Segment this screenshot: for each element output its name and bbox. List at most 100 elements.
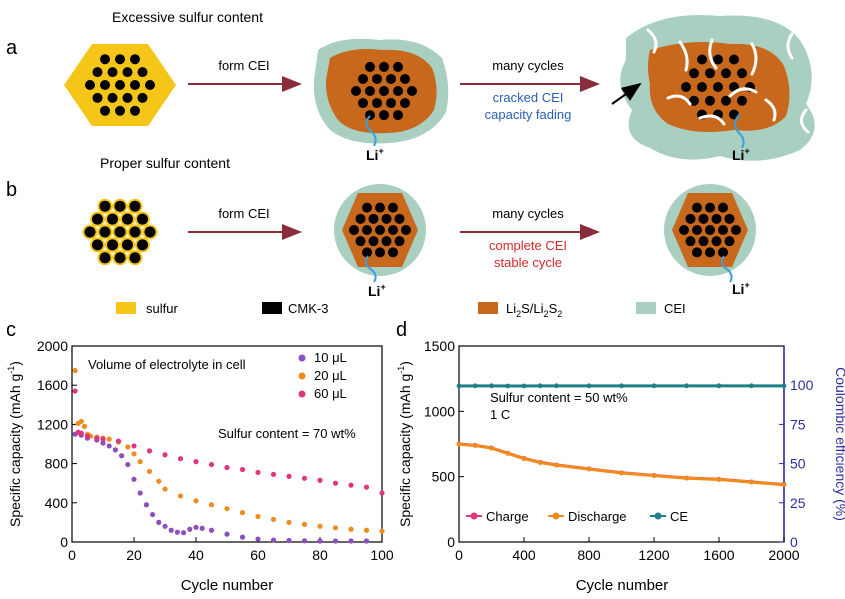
legend-swatch-li2s — [478, 302, 498, 314]
legend-label-sulfur: sulfur — [146, 301, 178, 316]
data-point — [137, 490, 143, 496]
cmk-core — [99, 200, 111, 212]
chart-d-y2label: Coulombic efficiency (%) — [833, 367, 845, 521]
data-point — [177, 456, 184, 462]
cmk-pore — [375, 225, 385, 235]
note-complete-cei: complete CEI — [489, 238, 567, 253]
cmk-pore — [349, 225, 359, 235]
cmk-pore — [137, 92, 148, 103]
cmk-pore — [388, 225, 398, 235]
panel-b-letter: b — [6, 179, 17, 201]
cmk-pore — [681, 82, 691, 92]
legend-label: CE — [670, 509, 688, 524]
cmk-pore — [394, 236, 405, 247]
cmk-core — [129, 200, 141, 212]
cmk-pore — [100, 105, 110, 116]
data-point — [208, 502, 215, 508]
data-point — [684, 475, 689, 481]
data-point — [81, 423, 87, 429]
data-point — [586, 383, 592, 389]
data-point — [537, 383, 543, 389]
data-point — [174, 529, 180, 535]
li-label-b3: Li+ — [732, 280, 750, 297]
legend-label-cmk: CMK-3 — [288, 301, 328, 316]
panel-a-title: Excessive sulfur content — [112, 9, 263, 25]
data-point — [332, 525, 339, 531]
legend-label: Charge — [486, 509, 529, 524]
cmk-pore — [718, 202, 728, 213]
data-point — [270, 471, 277, 477]
y-tick-label: 2000 — [37, 338, 68, 354]
legend-label-cei: CEI — [664, 301, 686, 316]
data-point — [94, 435, 100, 441]
cmk-core — [92, 213, 103, 225]
series-line — [458, 442, 785, 487]
data-point — [208, 527, 215, 533]
cei-particle-b: Li+ — [334, 184, 426, 299]
data-point — [72, 388, 78, 394]
data-point — [317, 523, 323, 529]
data-point — [125, 444, 131, 450]
legend-label: 60 μL — [314, 386, 347, 401]
data-point — [363, 538, 370, 544]
cmk-pore — [729, 54, 739, 65]
cmk-pore — [724, 236, 735, 247]
data-point — [255, 469, 261, 476]
cmk-pore — [107, 92, 118, 103]
data-point — [146, 468, 153, 475]
data-point — [781, 383, 787, 389]
cmk-pore — [115, 80, 125, 90]
data-point — [301, 475, 308, 481]
data-point — [131, 451, 137, 457]
data-point — [255, 513, 261, 520]
legend-marker — [298, 354, 306, 362]
data-point — [156, 478, 162, 484]
x-tick-label: 1200 — [638, 547, 669, 563]
chart-c-annotation-sulfur: Sulfur content = 70 wt% — [218, 426, 356, 441]
li-label-a: Li+ — [366, 146, 384, 163]
cmk-pore — [698, 236, 709, 247]
data-point — [199, 525, 205, 531]
data-point — [363, 527, 370, 533]
data-point — [193, 459, 199, 465]
arrow-label-many-cycles-a: many cycles — [492, 58, 564, 73]
data-point — [187, 526, 193, 532]
data-point — [651, 473, 657, 479]
data-point — [379, 490, 385, 496]
data-point — [100, 436, 106, 442]
cmk-pore — [381, 213, 392, 224]
data-point — [537, 460, 543, 465]
panel-b-title: Proper sulfur content — [100, 155, 230, 171]
data-point — [193, 524, 199, 530]
cmk-pore — [85, 80, 95, 90]
data-point — [146, 448, 153, 454]
cmk-pore — [145, 80, 155, 90]
cmk-pore — [689, 95, 699, 106]
data-point — [348, 482, 354, 488]
cmk-pores-a — [85, 54, 155, 116]
cmk-pore — [386, 98, 396, 109]
data-point — [348, 538, 354, 544]
sulfur-hexagon-a — [64, 44, 176, 126]
y-tick-label: 0 — [447, 534, 455, 550]
cmk-pore — [379, 86, 389, 96]
legend-marker — [298, 390, 306, 398]
panel-d: d 0 400 800 1200 1600 20000500100015000255075… — [396, 319, 845, 594]
arrow-label-form-cei-a: form CEI — [218, 58, 269, 73]
y-tick-label: 1500 — [424, 338, 455, 354]
cmk-pore — [400, 73, 410, 84]
crack-pointer-arrow — [611, 82, 642, 105]
data-point — [224, 464, 230, 471]
panel-c-letter: c — [6, 319, 16, 341]
data-point — [651, 383, 657, 389]
data-point — [505, 383, 511, 389]
chart-d-ylabel: Specific capacity (mAh g-1) — [396, 361, 413, 527]
data-point — [168, 527, 174, 533]
cmk-pore — [697, 54, 707, 65]
chart-c-ylabel: Specific capacity (mAh g-1) — [6, 361, 23, 527]
cmk-pore — [698, 213, 709, 224]
data-point — [115, 438, 122, 444]
data-point — [162, 452, 168, 458]
sulfur-shell-particles-b — [82, 198, 158, 266]
